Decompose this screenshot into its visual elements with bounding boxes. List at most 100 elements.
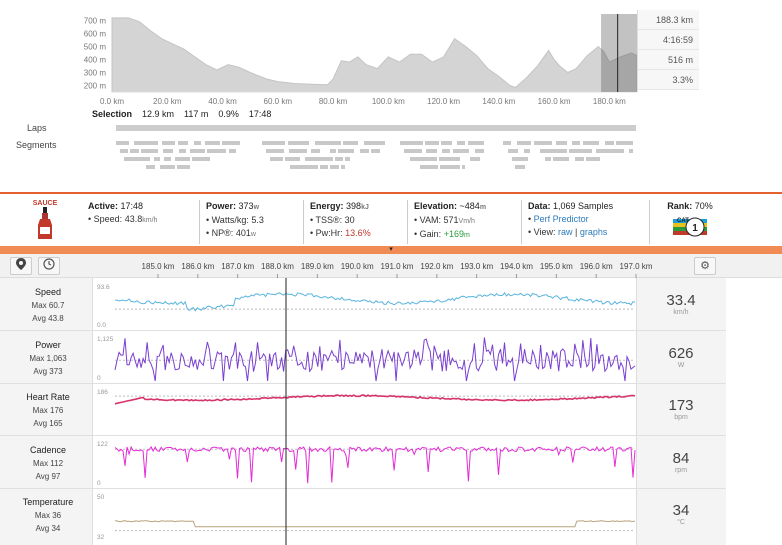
segment-mark xyxy=(175,157,190,161)
distance-axis: 185.0 km 186.0 km 187.0 km 188.0 km 189.0 km… xyxy=(142,262,653,278)
power-stats: Power: 373w • Watts/kg: 5.3 • NP®: 401w xyxy=(200,200,304,244)
perf-predictor-link[interactable]: Perf Predictor xyxy=(533,214,589,224)
elev-x-tick: 180.0 km xyxy=(593,97,626,106)
map-pin-button[interactable] xyxy=(10,257,32,275)
segment-mark xyxy=(583,141,599,145)
selection-overlay xyxy=(601,14,637,92)
segment-mark xyxy=(124,157,150,161)
segment-mark xyxy=(338,149,354,153)
segment-mark xyxy=(605,141,614,145)
stream-ymin: 32 xyxy=(97,534,105,541)
energy-stats: Energy: 398kJ • TSS®: 30 • Pw:Hr: 13.6% xyxy=(304,200,408,244)
segment-mark xyxy=(364,141,385,145)
km-tick: 185.0 km xyxy=(142,262,175,271)
elevation-summary: 188.3 km 4:16:59 516 m 3.3% xyxy=(637,10,699,90)
stream-divider xyxy=(0,488,726,489)
stream-unit: rpm xyxy=(674,467,688,474)
graphs-link[interactable]: graphs xyxy=(579,227,608,237)
stream-unit: °C xyxy=(677,519,685,526)
stream-divider xyxy=(0,383,726,384)
segment-mark xyxy=(229,149,236,153)
selection-climb: 117 m xyxy=(184,109,209,119)
segment-mark xyxy=(146,165,155,169)
segment-mark xyxy=(192,157,210,161)
stream-value: 84 xyxy=(672,450,690,467)
stream-avg: Avg 373 xyxy=(33,367,63,376)
active-value: 17:48 xyxy=(120,201,144,211)
segment-mark xyxy=(190,149,205,153)
segment-mark xyxy=(400,141,423,145)
elev-x-tick: 60.0 km xyxy=(264,97,293,106)
data-value: 1,069 Samples xyxy=(553,201,614,211)
segment-mark xyxy=(154,157,160,161)
elevation-chart[interactable]: 700 m 600 m 500 m 400 m 300 m 200 m 0.0 km 20.0… xyxy=(0,0,782,192)
np-unit: w xyxy=(250,231,256,238)
sauce-stats-bar: SAUCE Active: 17:48 • Speed: 43.8km/h Po… xyxy=(0,192,782,246)
segment-mark xyxy=(177,165,190,169)
streams-chart[interactable]: 93.6 0.0 1,125 0 186 122 0 50 32 xyxy=(93,278,636,545)
segment-mark xyxy=(420,165,438,169)
segment-mark xyxy=(534,141,552,145)
selection-distance: 12.9 km xyxy=(142,109,175,119)
time-toggle-button[interactable] xyxy=(38,257,60,275)
km-tick: 196.0 km xyxy=(580,262,613,271)
segment-mark xyxy=(441,141,452,145)
segment-mark xyxy=(162,141,175,145)
stream-unit: km/h xyxy=(673,309,689,316)
laps-segments-track[interactable] xyxy=(0,120,782,192)
heartrate-current: 173 bpm xyxy=(637,397,725,421)
raw-link[interactable]: raw xyxy=(558,227,573,237)
km-tick: 195.0 km xyxy=(540,262,573,271)
collapse-chevron-icon: ▾ xyxy=(389,246,393,253)
power-current: 626 W xyxy=(637,345,725,369)
elev-y-tick: 200 m xyxy=(84,82,107,91)
stream-value: 626 xyxy=(668,345,694,362)
segment-mark xyxy=(160,165,175,169)
elev-x-tick: 160.0 km xyxy=(538,97,571,106)
segment-mark xyxy=(194,141,201,145)
segment-mark xyxy=(330,165,339,169)
svg-text:1: 1 xyxy=(692,223,698,234)
wkg-value: 5.3 xyxy=(251,215,264,225)
stream-ymax: 122 xyxy=(97,441,108,448)
stream-max: Max 36 xyxy=(34,511,62,520)
km-tick: 197.0 km xyxy=(620,262,653,271)
stream-avg: Avg 165 xyxy=(33,419,63,428)
segment-mark xyxy=(179,149,186,153)
sauce-logo-text: SAUCE xyxy=(32,200,58,207)
stream-ymax: 93.6 xyxy=(97,284,110,291)
elev-x-tick: 80.0 km xyxy=(319,97,348,106)
power-unit: w xyxy=(253,204,260,211)
stream-ymax: 186 xyxy=(97,389,108,396)
speed-unit: km/h xyxy=(142,217,158,224)
segment-mark xyxy=(305,157,333,161)
collapse-bar[interactable]: ▾ xyxy=(0,246,782,254)
map-pin-icon xyxy=(16,258,26,270)
total-climb: 516 m xyxy=(638,50,699,70)
gain-unit: m xyxy=(463,232,470,239)
segment-mark xyxy=(320,165,328,169)
power-value: 373 xyxy=(238,201,254,211)
elev-y-tick: 400 m xyxy=(84,56,107,65)
sauce-logo[interactable]: SAUCE xyxy=(24,200,66,246)
segment-mark xyxy=(508,149,518,153)
np-label: • NP®: xyxy=(206,228,234,238)
elevation-profile-area xyxy=(111,17,638,93)
segment-mark xyxy=(575,157,584,161)
km-tick: 191.0 km xyxy=(381,262,414,271)
settings-button[interactable]: ⚙ xyxy=(694,257,716,275)
segment-mark xyxy=(116,141,129,145)
stream-line xyxy=(114,445,636,484)
laps-label: Laps xyxy=(27,123,47,133)
cat-badge-icon[interactable]: 1 CAT xyxy=(673,215,707,239)
np-value: 401 xyxy=(235,228,251,238)
segment-mark xyxy=(440,165,460,169)
segment-mark xyxy=(556,141,567,145)
segment-mark xyxy=(134,141,158,145)
stream-avg: Avg 34 xyxy=(35,524,61,533)
stream-avg: Avg 43.8 xyxy=(32,314,64,323)
segment-mark xyxy=(371,149,380,153)
segment-mark xyxy=(164,157,171,161)
active-label: Active: xyxy=(88,201,119,211)
segment-mark xyxy=(462,165,465,169)
